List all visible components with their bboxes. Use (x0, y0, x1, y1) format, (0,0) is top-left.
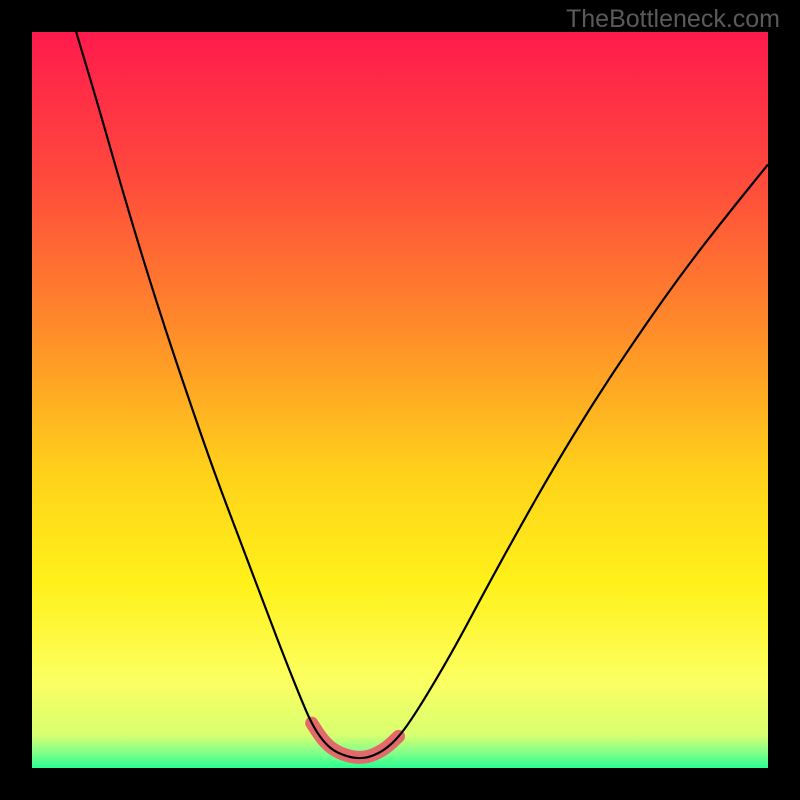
plot-area (32, 32, 768, 768)
watermark-text: TheBottleneck.com (566, 5, 780, 34)
v-curve (76, 32, 768, 758)
highlight-segment (312, 723, 399, 757)
curve-layer (32, 32, 768, 768)
chart-frame: TheBottleneck.com (0, 0, 800, 800)
